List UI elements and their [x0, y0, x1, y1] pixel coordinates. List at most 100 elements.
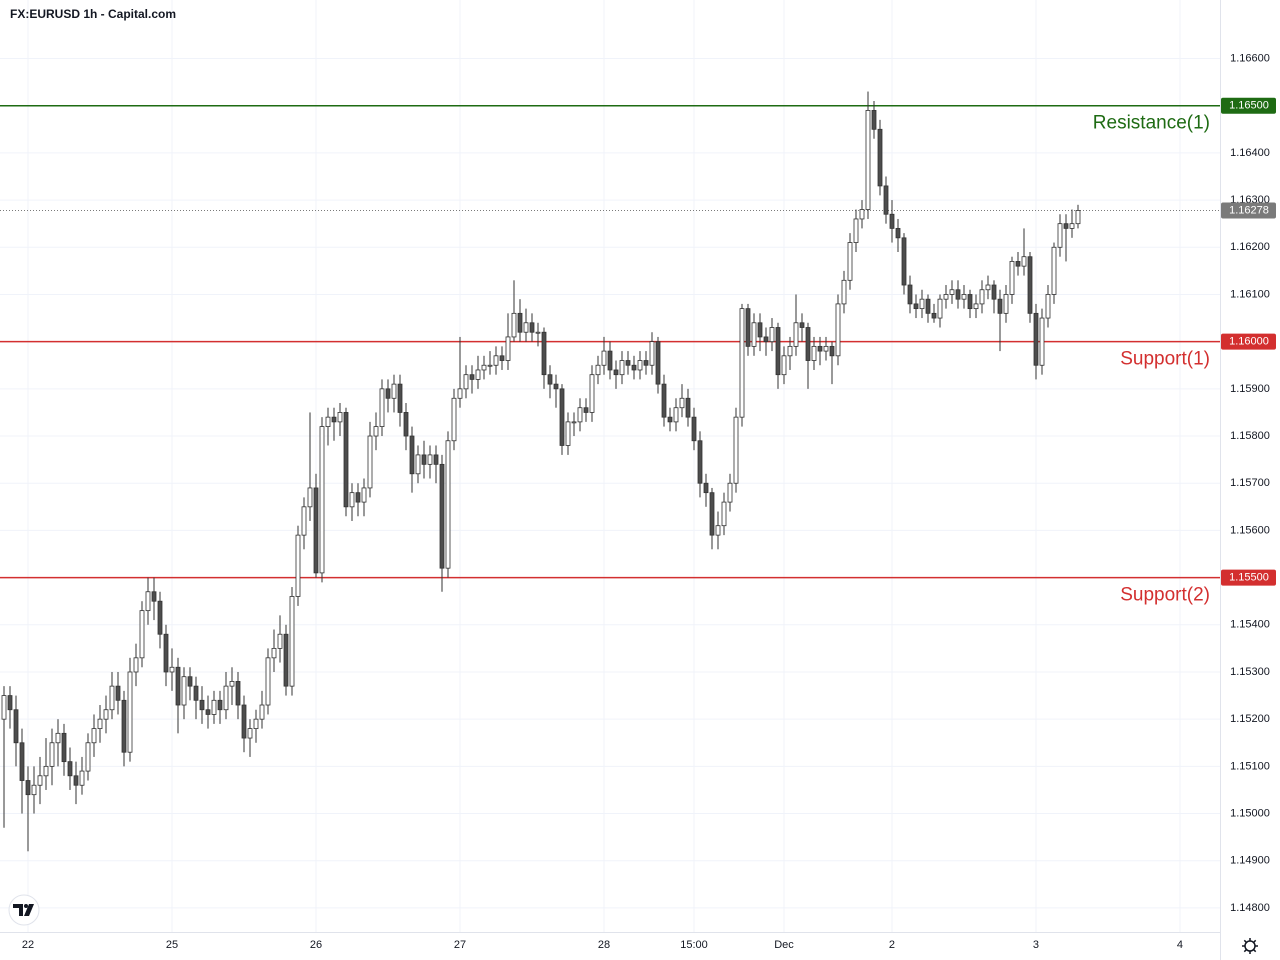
candle-body — [1063, 223, 1069, 229]
candle-body — [739, 308, 745, 418]
candle-body — [751, 322, 757, 347]
candle-body — [967, 294, 973, 310]
candle-body — [409, 435, 415, 475]
candle-body — [493, 355, 499, 366]
candle-body — [361, 487, 367, 503]
candle-body — [1051, 246, 1057, 295]
candle-body — [607, 350, 613, 371]
candle-body — [85, 742, 91, 772]
candle-body — [1039, 317, 1045, 366]
candle-body — [799, 322, 805, 328]
logo-bg[interactable] — [8, 894, 40, 926]
y-tick-label: 1.16600 — [1230, 52, 1270, 64]
candle-body — [937, 298, 943, 319]
candle-body — [31, 784, 37, 796]
y-tick-label: 1.15800 — [1230, 430, 1270, 442]
candle-body — [1033, 312, 1039, 366]
candle-body — [697, 440, 703, 484]
candle-body — [61, 732, 67, 763]
candle-body — [517, 312, 523, 333]
candle-body — [421, 454, 427, 465]
candle-body — [19, 742, 25, 781]
candle-body — [253, 718, 259, 730]
y-tick-label: 1.16100 — [1230, 288, 1270, 300]
candle-body — [103, 709, 109, 720]
candle-body — [913, 303, 919, 310]
candle-body — [1021, 256, 1027, 267]
candle-body — [997, 298, 1003, 314]
candle-body — [271, 647, 277, 659]
level-name: Support(2) — [1120, 585, 1210, 606]
candle-body — [763, 336, 769, 343]
candle-body — [721, 501, 727, 527]
candle-body — [625, 360, 631, 366]
candle-body — [511, 312, 517, 338]
x-tick-label: 26 — [310, 939, 322, 951]
candle-body — [223, 685, 229, 711]
candle-body — [541, 331, 547, 376]
settings-icon[interactable] — [1242, 938, 1258, 954]
level-name: Resistance(1) — [1093, 113, 1210, 134]
candle-body — [439, 463, 445, 569]
candle-body — [685, 397, 691, 418]
candle-body — [631, 364, 637, 371]
candle-body — [301, 506, 307, 536]
candle-body — [613, 369, 619, 376]
candle-body — [391, 383, 397, 399]
candle-body — [601, 350, 607, 366]
candle-body — [121, 699, 127, 753]
candle-body — [691, 416, 697, 442]
candle-body — [505, 336, 511, 361]
candle-body — [139, 610, 145, 659]
level-price-label: 1.15500 — [1229, 572, 1269, 584]
candle-body — [1027, 256, 1033, 314]
logo[interactable] — [8, 894, 40, 926]
candle-body — [973, 303, 979, 310]
candles — [1, 91, 1081, 852]
labels: 22 25 26 27 28 15:00 Dec 2 3 4 1.14800 1.14900 1.150… — [22, 52, 1276, 951]
candle-body — [7, 695, 13, 711]
gear-teeth[interactable] — [1242, 938, 1258, 954]
candle-body — [709, 492, 715, 536]
candle-body — [535, 331, 541, 334]
candle-body — [451, 397, 457, 442]
x-tick-label: 25 — [166, 939, 178, 951]
y-tick-label: 1.14800 — [1230, 902, 1270, 914]
candle-body — [217, 699, 223, 711]
logo-mark[interactable] — [13, 904, 34, 916]
candle-body — [331, 416, 337, 423]
candle-body — [193, 685, 199, 701]
candle-body — [355, 492, 361, 503]
level-price-label: 1.16500 — [1229, 100, 1269, 112]
candle-body — [181, 676, 187, 706]
candle-body — [67, 761, 73, 777]
candle-body — [49, 742, 55, 767]
candle-body — [445, 440, 451, 569]
y-tick-label: 1.15200 — [1230, 713, 1270, 725]
candle-body — [985, 284, 991, 291]
candle-body — [637, 360, 643, 371]
candle-body — [643, 360, 649, 366]
candle-body — [667, 416, 673, 423]
candle-body — [847, 242, 853, 281]
candle-body — [565, 421, 571, 446]
candle-body — [211, 699, 217, 715]
candle-body — [703, 482, 709, 494]
y-tick-label: 1.16200 — [1230, 241, 1270, 253]
candle-body — [829, 345, 835, 357]
candle-body — [427, 454, 433, 465]
y-tick-label: 1.16400 — [1230, 147, 1270, 159]
candle-body — [589, 374, 595, 413]
candle-body — [457, 388, 463, 399]
candle-body — [661, 383, 667, 418]
candle-body — [199, 699, 205, 711]
candle-body — [337, 412, 343, 423]
logo-dot[interactable] — [24, 904, 28, 908]
candle-body — [931, 312, 937, 319]
candle-body — [655, 341, 661, 385]
candle-body — [919, 298, 925, 310]
candle-body — [865, 110, 871, 210]
y-tick-label: 1.15400 — [1230, 619, 1270, 631]
